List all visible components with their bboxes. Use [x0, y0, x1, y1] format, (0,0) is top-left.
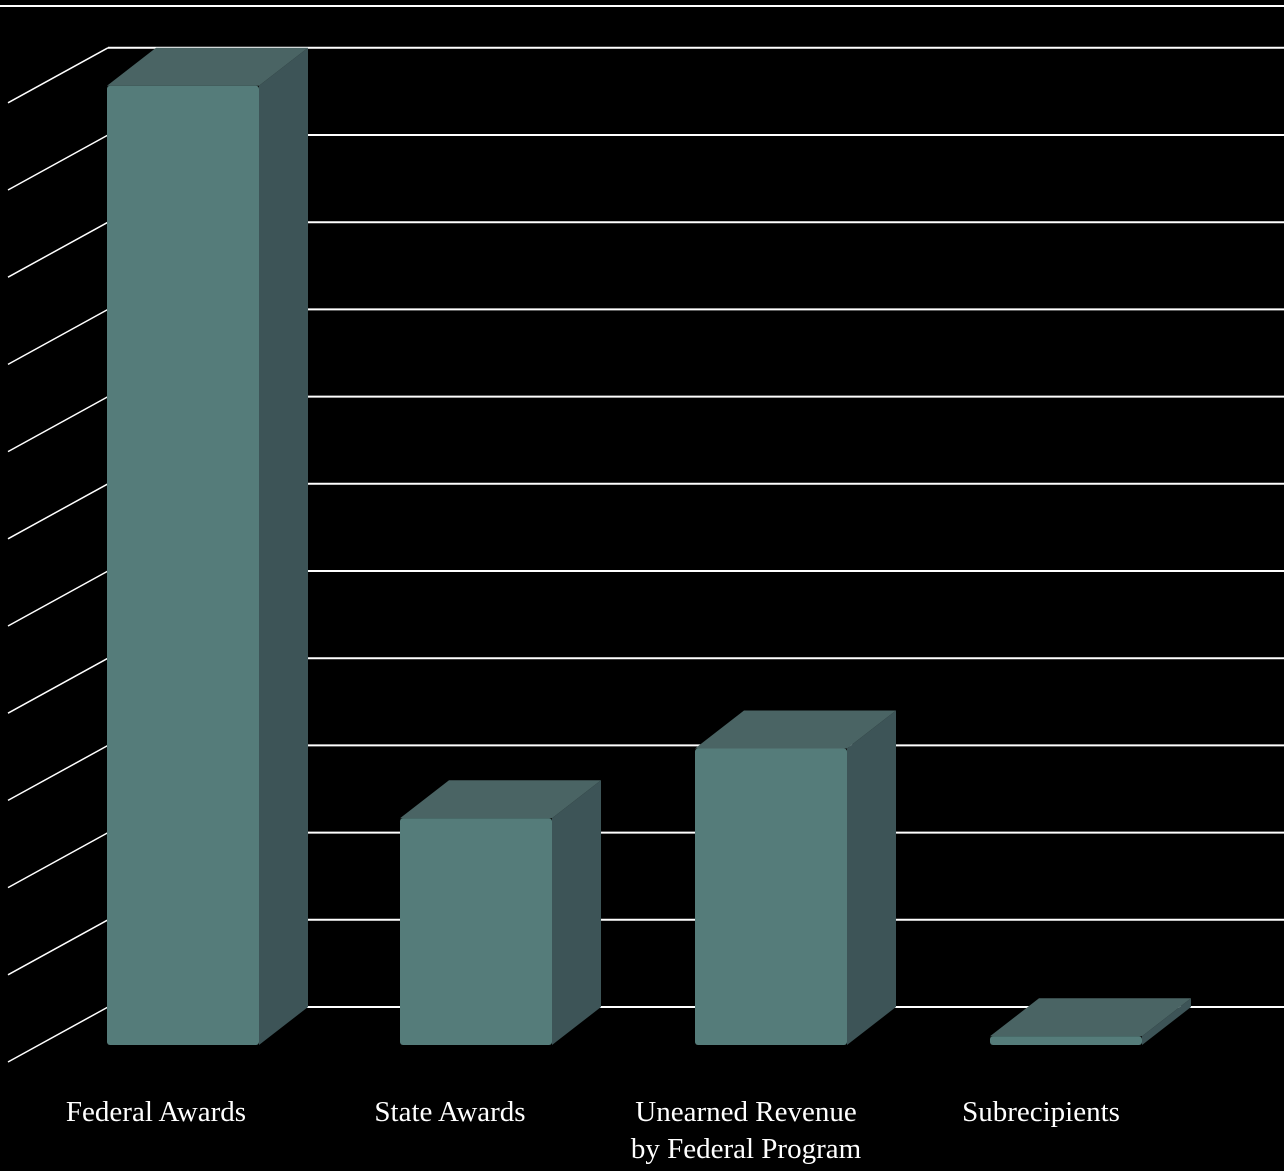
gridline-wall-7 — [7, 395, 109, 453]
bar-front-2 — [695, 748, 847, 1045]
bar-top-2 — [695, 710, 896, 749]
category-label-line: Unearned Revenue — [635, 1096, 856, 1128]
bar-front-0 — [107, 85, 259, 1046]
category-label-0: Federal Awards — [66, 1096, 246, 1128]
bar-3 — [990, 998, 1191, 1045]
bar-side-0 — [259, 47, 308, 1046]
gridline-wall-3 — [7, 744, 109, 802]
bar-side-2 — [847, 710, 896, 1045]
category-label-3: Subrecipients — [962, 1096, 1120, 1128]
bar-top-3 — [990, 998, 1191, 1037]
category-label-line: Subrecipients — [962, 1096, 1120, 1128]
bar-0 — [107, 47, 308, 1046]
bar-top-0 — [107, 47, 308, 86]
category-labels: Federal Awards State Awards Unearned Reven… — [66, 1096, 1120, 1165]
gridline-wall-2 — [7, 831, 109, 889]
category-label-line: by Federal Program — [631, 1133, 862, 1165]
bars — [107, 47, 1191, 1046]
gridline-wall-4 — [7, 657, 109, 714]
bar-side-3 — [1142, 998, 1191, 1045]
gridline-wall-9 — [7, 221, 109, 278]
category-label-2: Unearned Revenue by Federal Program — [631, 1096, 862, 1165]
bar-1 — [400, 780, 601, 1045]
bar-top-1 — [400, 780, 601, 819]
gridline-wall-5 — [7, 570, 109, 627]
gridline-wall-6 — [7, 483, 109, 540]
category-label-1: State Awards — [374, 1096, 525, 1128]
bar-side-1 — [552, 780, 601, 1045]
gridline-wall-11 — [7, 47, 109, 104]
bar-front-1 — [400, 818, 552, 1045]
bar-front-3 — [990, 1036, 1142, 1045]
category-label-line: Federal Awards — [66, 1096, 246, 1128]
gridline-wall-8 — [7, 308, 109, 366]
bar-2 — [695, 710, 896, 1045]
category-label-line: State Awards — [374, 1096, 525, 1128]
gridline-wall-1 — [7, 919, 109, 976]
gridline-wall-0 — [7, 1006, 109, 1063]
gridline-wall-10 — [7, 134, 109, 191]
